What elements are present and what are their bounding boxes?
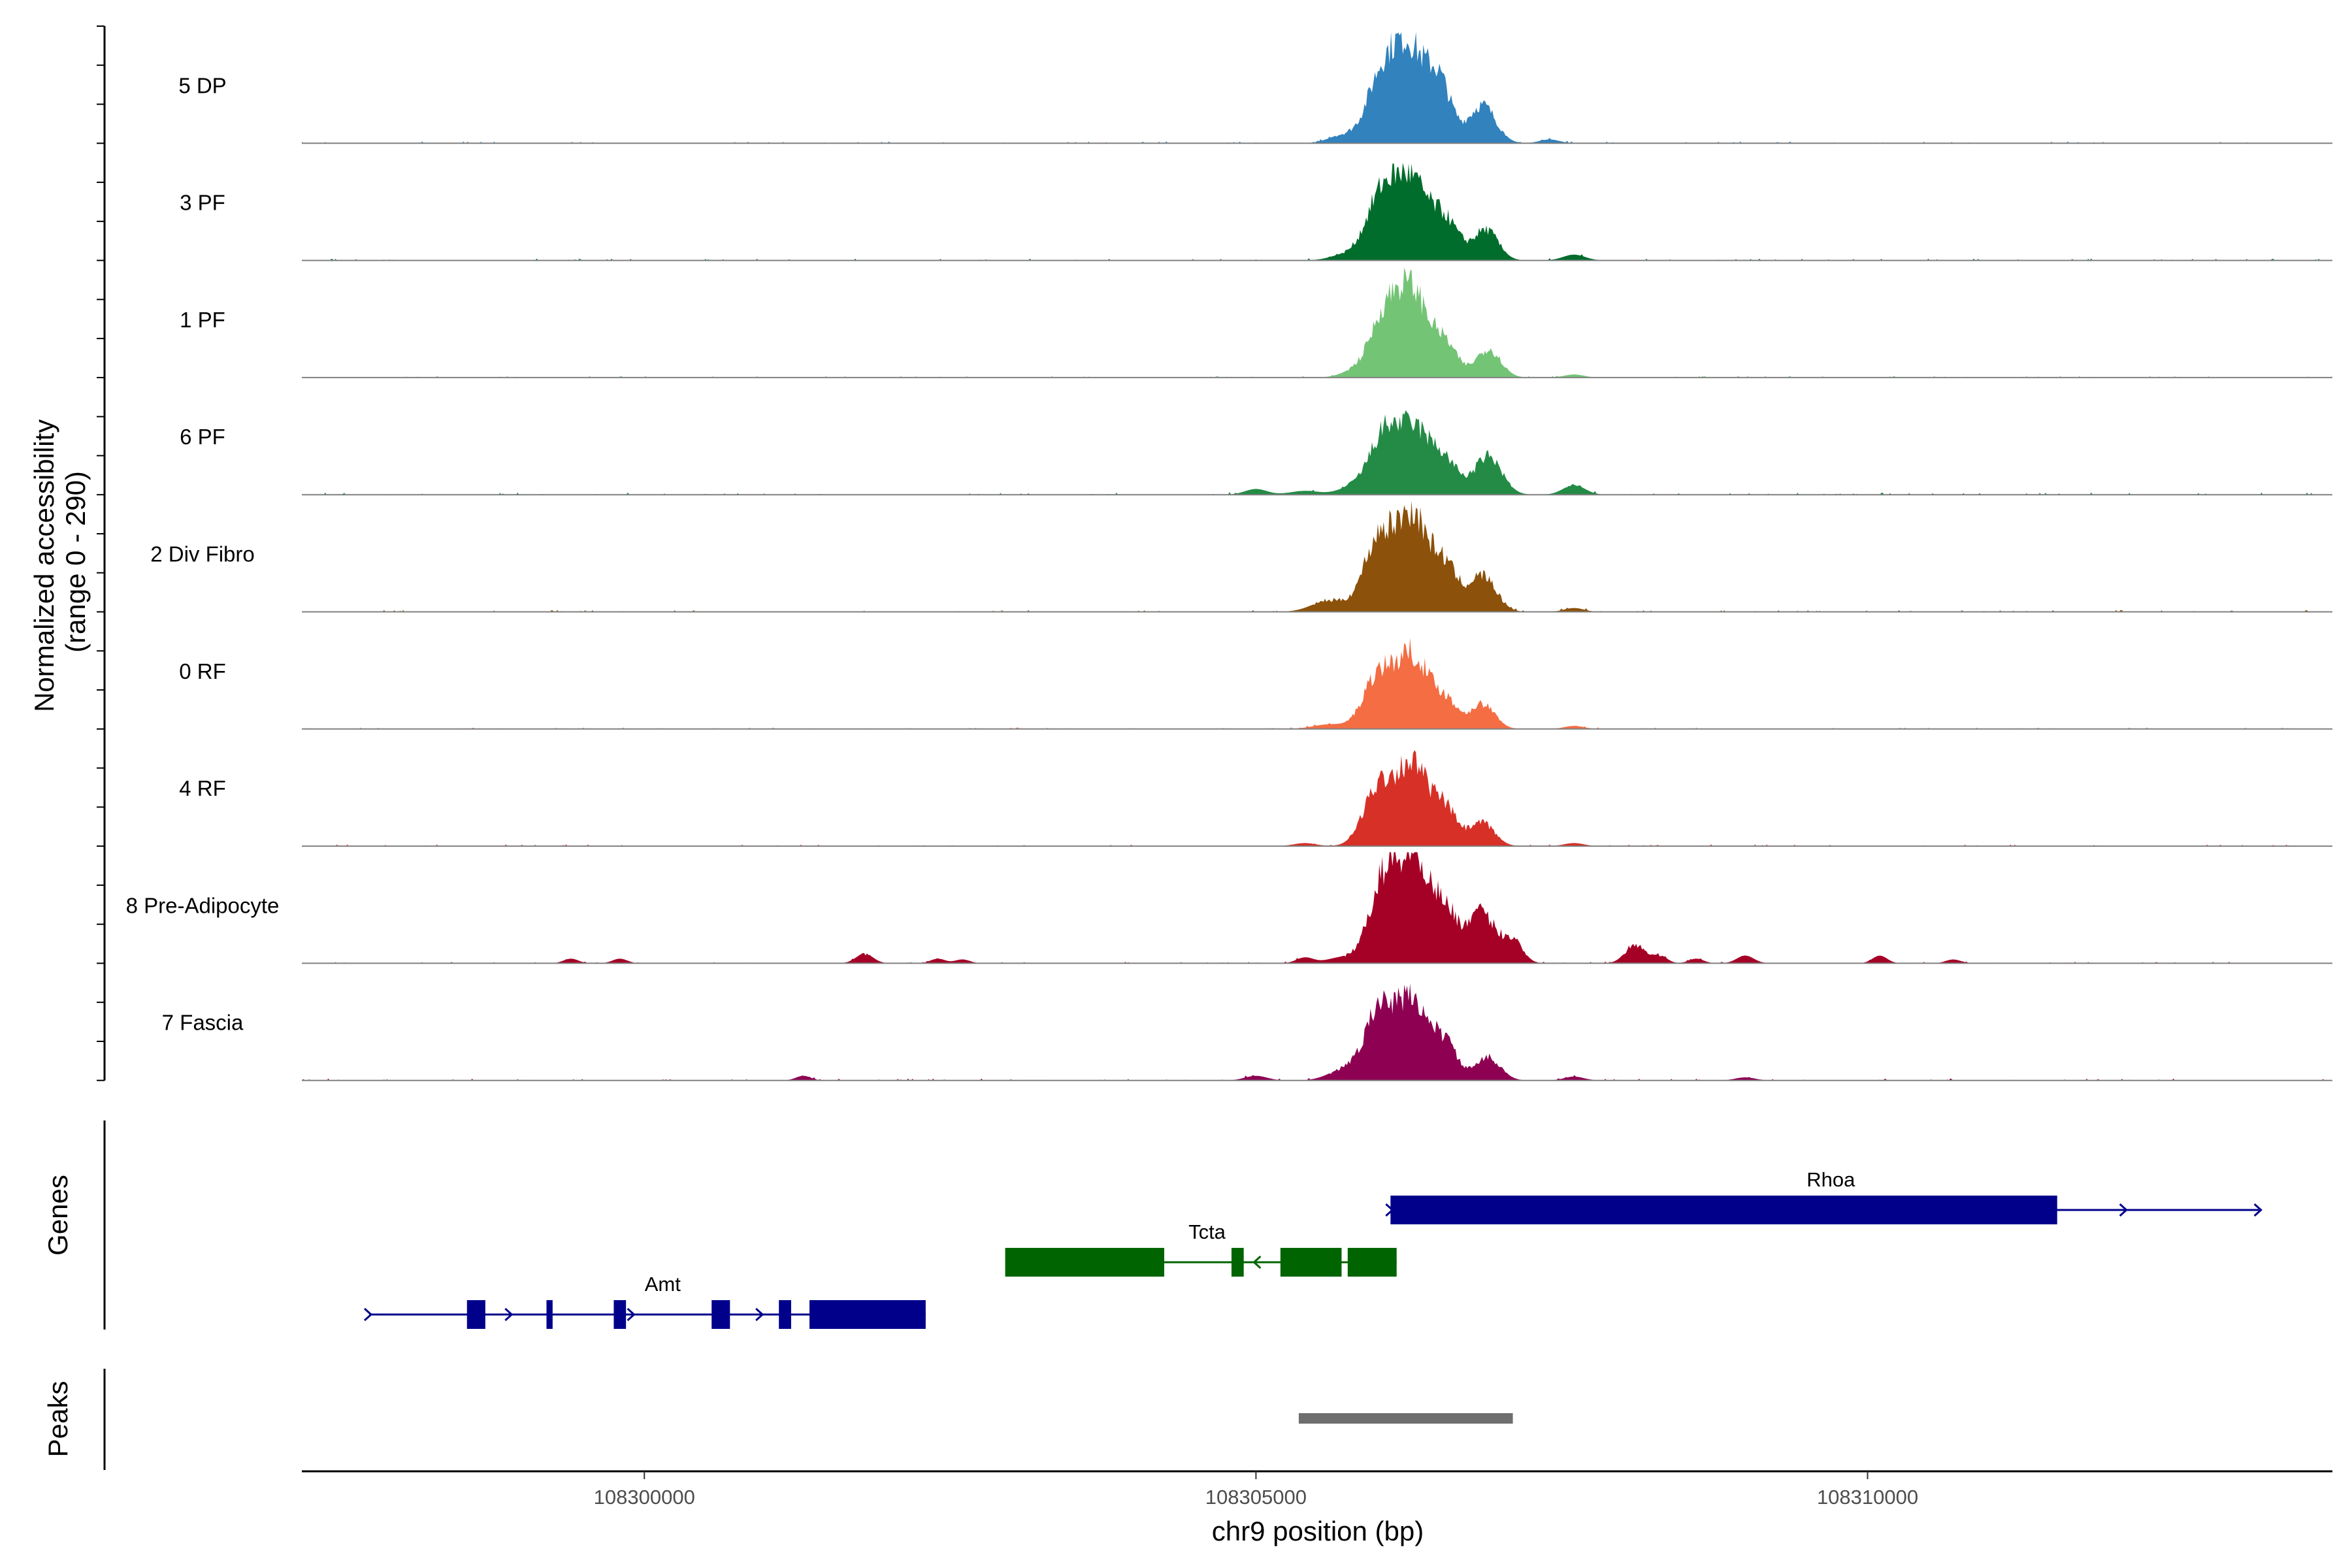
- coverage-track: 2 Div Fibro: [150, 500, 2332, 613]
- coverage-track: 7 Fascia: [162, 983, 2332, 1081]
- gene-model: Tcta: [1005, 1220, 1397, 1277]
- peaks-track-label: Peaks: [42, 1381, 73, 1458]
- coverage-track: 3 PF: [180, 163, 2332, 261]
- gene-exon: [546, 1300, 553, 1329]
- strand-arrow: [1252, 1255, 1262, 1269]
- coverage-track: 6 PF: [180, 410, 2332, 496]
- gene-label: Tcta: [1188, 1220, 1226, 1243]
- track-label: 8 Pre-Adipocyte: [126, 893, 280, 917]
- gene-exon: [1280, 1248, 1342, 1277]
- coverage-track: 5 DP: [178, 32, 2332, 144]
- x-tick-label: 108305000: [1205, 1486, 1307, 1509]
- strand-arrow: [2253, 1203, 2262, 1217]
- x-tick-label: 108300000: [594, 1486, 695, 1509]
- gene-exon: [1347, 1248, 1397, 1277]
- coverage-area: [302, 852, 2332, 964]
- strand-arrow: [504, 1307, 514, 1322]
- coverage-area: [302, 163, 2332, 261]
- coverage-area: [302, 267, 2332, 378]
- peak-region: [1298, 1413, 1513, 1424]
- strand-arrow: [363, 1307, 373, 1322]
- x-axis: 108300000 108305000 108310000: [302, 1470, 2332, 1509]
- coverage-area: [302, 410, 2332, 495]
- gene-model: Amt: [363, 1273, 926, 1329]
- coverage-area: [302, 983, 2332, 1081]
- y-axis-title-line-2: (range 0 - 290): [60, 471, 91, 653]
- gene-exon: [1005, 1248, 1164, 1277]
- genes-track-label: Genes: [42, 1175, 73, 1256]
- coverage-track: 1 PF: [180, 267, 2332, 378]
- track-label: 0 RF: [179, 659, 226, 683]
- x-axis-title: chr9 position (bp): [1212, 1516, 1424, 1546]
- strand-arrow: [1385, 1203, 1394, 1217]
- y-axis-title: Normalized accessibility (range 0 - 290): [29, 412, 91, 712]
- strand-arrow: [2119, 1203, 2128, 1217]
- coverage-area: [302, 638, 2332, 729]
- gene-exon: [779, 1300, 791, 1329]
- track-label: 2 Div Fibro: [150, 542, 255, 566]
- strand-arrow: [627, 1307, 636, 1322]
- gene-exon: [1231, 1248, 1244, 1277]
- coverage-tracks: 5 DP 3 PF 1 PF 6 PF 2 Div Fibro 0 RF 4 RF 8 Pre…: [126, 32, 2332, 1081]
- gene-exon: [613, 1300, 627, 1329]
- gene-exon: [1390, 1196, 2057, 1224]
- coverage-track: 8 Pre-Adipocyte: [126, 852, 2332, 964]
- track-label: 1 PF: [180, 308, 225, 332]
- x-tick-label: 108310000: [1817, 1486, 1918, 1509]
- coverage-track: 4 RF: [179, 750, 2332, 847]
- coverage-track: 0 RF: [179, 638, 2332, 730]
- peaks-track: [103, 1369, 1513, 1470]
- strand-arrow: [755, 1307, 764, 1322]
- gene-label: Amt: [645, 1273, 681, 1296]
- track-label: 5 DP: [178, 73, 226, 97]
- y-axis-title-line-1: Normalized accessibility: [29, 419, 59, 712]
- gene-model: Rhoa: [1385, 1168, 2262, 1224]
- track-label: 7 Fascia: [162, 1011, 244, 1035]
- gene-label: Rhoa: [1806, 1168, 1855, 1191]
- gene-exon: [466, 1300, 485, 1329]
- coverage-area: [302, 500, 2332, 612]
- track-label: 6 PF: [180, 425, 225, 449]
- track-label: 4 RF: [179, 776, 226, 800]
- coverage-area: [302, 32, 2332, 144]
- accessibility-y-axis: [97, 25, 106, 1081]
- gene-exon: [711, 1300, 730, 1329]
- gene-annotation-track: Rhoa Tcta Amt: [103, 1120, 2262, 1330]
- track-label: 3 PF: [180, 191, 225, 215]
- coverage-area: [302, 750, 2332, 847]
- gene-exon: [809, 1300, 926, 1329]
